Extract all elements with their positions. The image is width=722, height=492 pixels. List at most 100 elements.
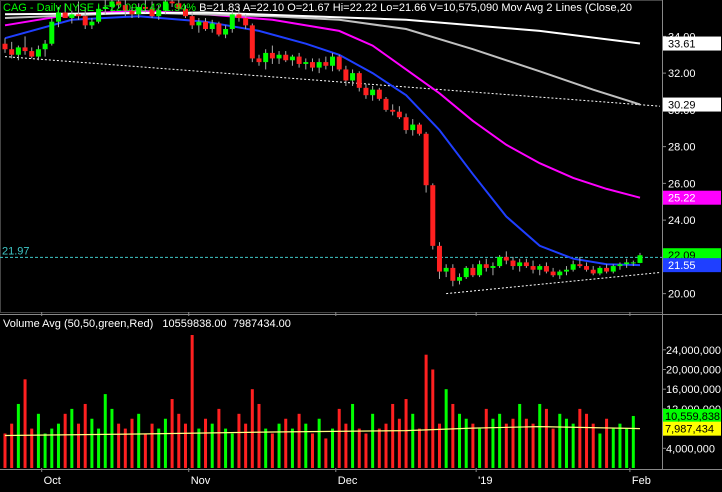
volume-bar [197,428,201,468]
candle [557,269,563,279]
candle-body [510,260,516,267]
candle [537,264,543,276]
candle [309,58,315,72]
candle [296,52,302,68]
volume-label-box [663,421,721,436]
volume-bar [257,403,261,468]
volume-bar [605,418,609,468]
candle [637,252,643,264]
candle-body [396,111,402,118]
volume-bar [631,415,635,468]
volume-bar [364,433,368,468]
volume-bar [377,428,381,468]
candle [590,266,596,276]
ask: A=22.10 [242,2,285,14]
candle-body [223,29,229,35]
candle [503,251,509,265]
candle [62,3,68,18]
candle-body [76,14,82,17]
candle-body [563,269,569,272]
candle [122,0,128,17]
candle-body [15,47,21,55]
candle [142,0,148,13]
candle [323,56,329,70]
candle [15,45,21,61]
candle [523,258,529,268]
candle [49,18,55,46]
period: Daily [36,2,62,14]
volume-y-tick-label: 16,000,000 [666,384,721,396]
candle [470,264,476,278]
y-tick-label: 26.00 [668,178,696,190]
candle-body [156,10,162,17]
candle [604,264,610,274]
y-tick-label: 20.00 [668,289,696,301]
volume-bar [411,413,415,468]
candle-body [490,266,496,268]
volume-value: 10559838.00 [162,318,227,330]
volume-avg-value: 7987434.00 [232,318,291,330]
candle [463,266,469,279]
candle [570,260,576,272]
candle-body [243,18,249,26]
candle-body [370,89,376,96]
candle [2,38,8,53]
volume-bar [558,413,562,468]
volume-bar [625,428,629,468]
candle [624,258,630,268]
candle [410,119,416,136]
volume-bar [284,418,288,468]
candle [236,6,242,22]
candle-body [236,14,242,18]
candle [109,0,115,13]
candle [330,52,336,72]
candle-body [577,264,583,267]
volume-bar [404,399,408,468]
candle-body [136,6,142,15]
volume-bar [437,423,441,468]
volume-bar [585,413,589,468]
candle-body [22,47,28,52]
x-tick-label: '19 [478,475,492,487]
change: 0.42 [140,2,162,14]
candle [256,54,262,66]
candle-body [276,54,282,59]
volume-title: Volume Avg (50,50,green,Red) [3,318,154,330]
volume-bar [77,423,81,468]
y-tick-label: 24.00 [668,215,696,227]
candle-body [350,73,356,81]
candle-body [209,23,215,30]
candle-body [330,56,336,66]
volume-bar [598,433,602,468]
volume-bar [458,413,462,468]
candle-body [303,62,309,64]
candle [129,6,135,18]
candle [530,260,536,274]
open: O=21.67 [287,2,330,14]
candle-body [229,14,235,30]
volume-bar [464,418,468,468]
volume-bar [344,423,348,468]
candle-body [323,62,329,66]
candle-body [570,264,576,270]
candle [149,1,155,18]
candle-body [309,62,315,68]
candle [263,49,269,70]
volume-header: Volume Avg (50,50,green,Red) 10559838.00… [3,318,291,330]
candle-body [129,10,135,15]
volume-bar [417,428,421,468]
candle [376,87,382,101]
volume-bar [163,418,167,468]
candle-body [416,124,422,134]
ma-gray-line [4,11,641,106]
volume-bar [183,423,187,468]
candle-body [196,21,202,26]
candle-body [203,21,209,30]
candle [269,45,275,64]
volume-bar [90,418,94,468]
candle-body [2,43,8,50]
volume-bar [63,413,67,468]
candle-body [189,16,195,26]
volume-average-line [4,425,641,437]
